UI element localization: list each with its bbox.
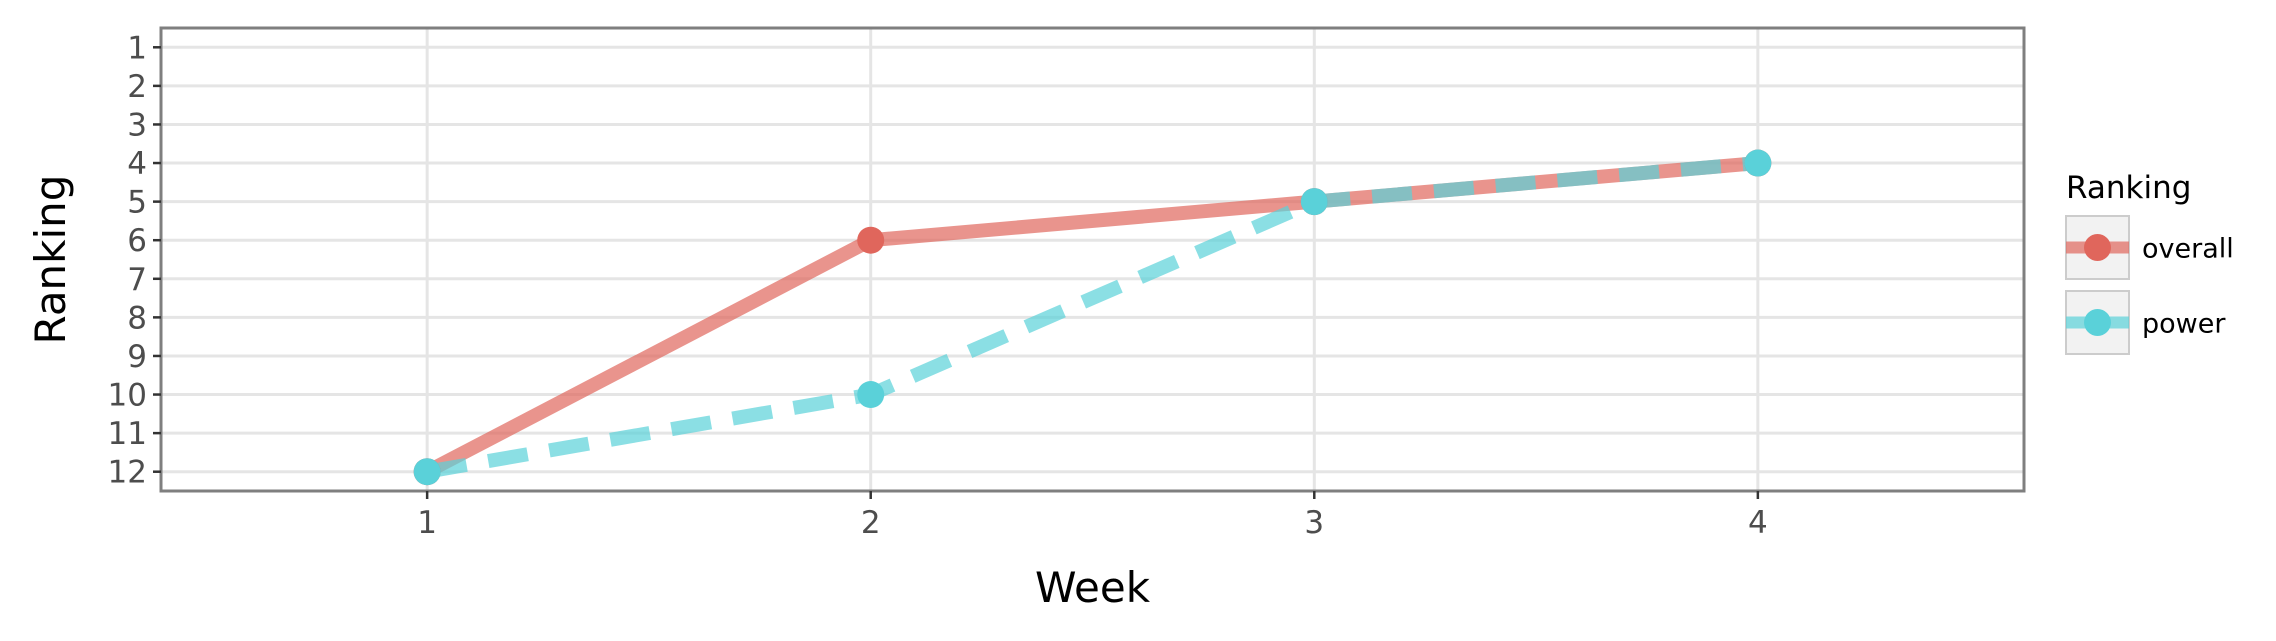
grid-lines xyxy=(161,28,2024,491)
legend-title: Ranking xyxy=(2066,170,2191,206)
y-tick-label: 4 xyxy=(127,146,147,182)
x-axis-ticks: 1 2 3 4 xyxy=(417,491,1768,541)
legend-key-point-overall xyxy=(2084,234,2111,261)
y-tick-label: 9 xyxy=(127,339,147,375)
y-tick-label: 1 xyxy=(127,30,147,66)
legend-label-overall: overall xyxy=(2142,234,2234,265)
x-tick-label: 3 xyxy=(1304,505,1324,541)
data-point-power xyxy=(1300,188,1328,216)
y-tick-label: 2 xyxy=(127,69,147,105)
data-point-power xyxy=(1744,149,1772,177)
x-tick-label: 1 xyxy=(417,505,437,541)
y-tick-label: 7 xyxy=(127,262,147,298)
y-tick-label: 10 xyxy=(108,378,147,414)
data-point-overall xyxy=(857,226,885,254)
series-line-overall xyxy=(423,156,1759,478)
x-tick-label: 4 xyxy=(1748,505,1768,541)
y-tick-label: 5 xyxy=(127,185,147,221)
y-tick-label: 6 xyxy=(127,223,147,259)
y-tick-label: 8 xyxy=(127,300,147,336)
data-point-power xyxy=(413,458,441,486)
legend-key-point-power xyxy=(2084,309,2111,336)
series-line-power xyxy=(425,156,1759,479)
series-points xyxy=(413,149,1772,486)
x-tick-label: 2 xyxy=(861,505,881,541)
x-axis-title: Week xyxy=(1035,563,1151,612)
data-point-power xyxy=(857,381,885,409)
legend-label-power: power xyxy=(2142,309,2226,340)
legend: Ranking overall power xyxy=(2065,170,2234,355)
plot-panel-border xyxy=(159,26,2026,493)
y-tick-label: 11 xyxy=(108,416,147,452)
series-lines xyxy=(423,156,1759,479)
y-tick-label: 12 xyxy=(108,455,147,491)
y-tick-label: 3 xyxy=(127,107,147,143)
y-axis-title: Ranking xyxy=(26,175,75,345)
